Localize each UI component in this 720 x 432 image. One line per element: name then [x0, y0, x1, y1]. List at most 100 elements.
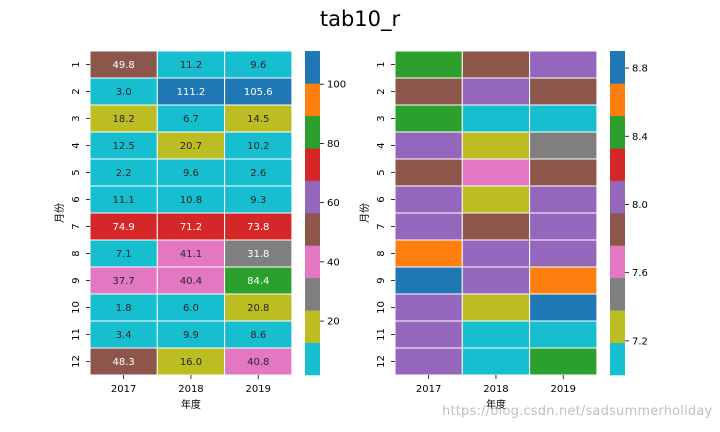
cell-value-label: 12.5: [113, 141, 135, 152]
heatmap-cell: [461, 347, 531, 376]
cell-value-label: 2.2: [116, 168, 132, 179]
heatmap-cell: [529, 293, 598, 322]
cell-value-label: 20.7: [180, 141, 202, 152]
y-tick-label: 4: [71, 142, 82, 148]
cell-value-label: 10.8: [180, 195, 202, 206]
colorbar-segment: [305, 83, 320, 117]
y-tick-label: 11: [71, 328, 82, 341]
heatmap-cell: [529, 185, 598, 214]
y-tick-label: 10: [376, 301, 387, 314]
heatmap-cell: [461, 77, 531, 106]
heatmap-cell: [461, 50, 531, 79]
cell-value-label: 41.1: [180, 249, 202, 260]
colorbar-segment: [305, 180, 320, 214]
colorbar-segment: [610, 115, 625, 149]
heatmap-cell: [529, 266, 598, 295]
heatmap-cell: [224, 77, 293, 106]
cell-value-label: 73.8: [247, 222, 269, 233]
colorbar-segment: [305, 51, 320, 84]
y-tick-label: 6: [376, 196, 387, 202]
y-tick-label: 2: [71, 88, 82, 94]
x-axis-label: 年度: [181, 398, 201, 411]
cell-value-label: 10.2: [247, 141, 269, 152]
y-tick-label: 3: [376, 115, 387, 121]
heatmap-cell: [529, 50, 598, 79]
heatmap-cell: [461, 104, 531, 133]
cell-value-label: 11.2: [180, 60, 202, 71]
cell-value-label: 20.8: [247, 303, 269, 314]
heatmap-cell: [394, 158, 463, 187]
heatmap-cell: [461, 158, 531, 187]
cell-value-label: 74.9: [113, 222, 135, 233]
colorbar-segment: [610, 83, 625, 117]
colorbar-tick-label: 7.2: [632, 336, 648, 347]
y-tick-label: 1: [376, 61, 387, 67]
cell-value-label: 3.0: [116, 87, 132, 98]
y-tick-label: 3: [71, 115, 82, 121]
heatmap-cell: [461, 320, 531, 349]
heatmap-cell: [89, 239, 158, 268]
figure-title: tab10_r: [320, 7, 401, 32]
heatmap-cell: [156, 104, 226, 133]
colorbar-segment: [610, 213, 625, 246]
y-tick-label: 11: [376, 328, 387, 341]
x-tick-label: 2019: [551, 384, 576, 395]
cell-value-label: 71.2: [180, 222, 202, 233]
heatmap-cell: [394, 320, 463, 349]
colorbar-segment: [305, 277, 320, 311]
y-tick-label: 7: [376, 223, 387, 229]
cell-value-label: 48.3: [113, 357, 135, 368]
y-tick-label: 12: [71, 355, 82, 368]
colorbar-segment: [610, 342, 625, 376]
heatmap-cell: [461, 212, 531, 241]
cell-value-label: 9.6: [183, 168, 199, 179]
heatmap-cell: [224, 266, 293, 295]
colorbar-tick-label: 8.8: [632, 64, 648, 75]
colorbar-tick-label: 7.6: [632, 268, 648, 279]
colorbar-segment: [610, 148, 625, 181]
y-axis-label: 月份: [359, 203, 371, 223]
colorbar-tick-label: 20: [327, 317, 340, 328]
x-tick-label: 2019: [246, 384, 271, 395]
heatmap-cell: [156, 212, 226, 241]
heatmap-cell: [394, 104, 463, 133]
colorbar-tick-label: 8.0: [632, 200, 648, 211]
cell-value-label: 6.0: [183, 303, 199, 314]
heatmap-cell: [89, 293, 158, 322]
heatmap-cell: [224, 293, 293, 322]
cell-value-label: 16.0: [180, 357, 202, 368]
heatmap-cell: [394, 266, 463, 295]
heatmap-cell: [224, 239, 293, 268]
x-tick-label: 2018: [483, 384, 508, 395]
cell-value-label: 18.2: [113, 114, 135, 125]
heatmap-cell: [461, 239, 531, 268]
watermark: https://blog.csdn.net/sadsummerholiday: [442, 404, 713, 419]
cell-value-label: 40.4: [180, 276, 202, 287]
colorbar-segment: [305, 245, 320, 279]
heatmap-cell: [461, 131, 531, 160]
heatmap-cell: [89, 131, 158, 160]
cell-value-label: 84.4: [247, 276, 269, 287]
heatmap-cell: [529, 131, 598, 160]
cell-value-label: 7.1: [116, 249, 132, 260]
colorbar-tick-label: 100: [327, 80, 346, 91]
heatmap-cell: [394, 77, 463, 106]
cell-value-label: 14.5: [247, 114, 269, 125]
heatmap-cell: [394, 239, 463, 268]
colorbar-segment: [305, 342, 320, 376]
heatmap-cell: [394, 185, 463, 214]
heatmap-cell: [394, 212, 463, 241]
y-tick-label: 1: [71, 61, 82, 67]
colorbar-segment: [305, 148, 320, 181]
heatmap-cell: [156, 293, 226, 322]
colorbar-segment: [305, 310, 320, 343]
y-tick-label: 8: [376, 250, 387, 256]
heatmap-cell: [529, 239, 598, 268]
heatmap-cell: [156, 158, 226, 187]
heatmap-cell: [394, 131, 463, 160]
heatmap-right: 2017 2018 2019123456789101112年度月份7.27.68.0…: [359, 50, 648, 411]
colorbar-segment: [610, 277, 625, 311]
cell-value-label: 8.6: [250, 330, 266, 341]
cell-value-label: 9.9: [183, 330, 199, 341]
